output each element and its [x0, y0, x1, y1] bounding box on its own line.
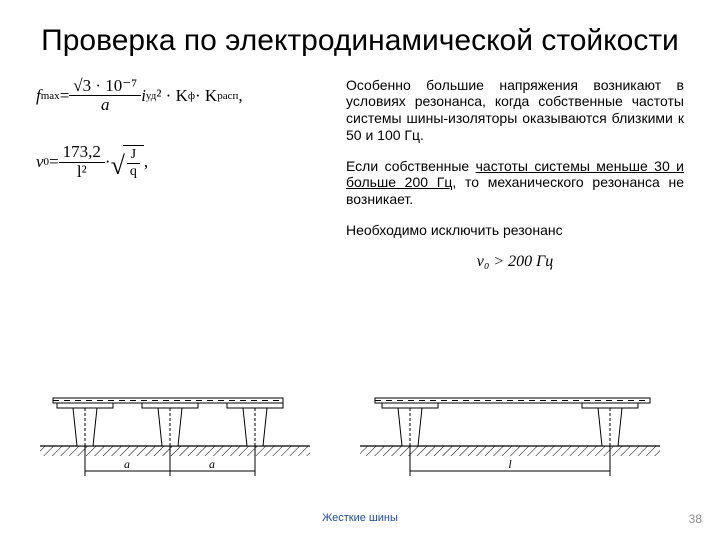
svg-text:a: a: [209, 457, 215, 471]
insulator-group-right: [375, 398, 650, 446]
busbar-diagram: a a l: [30, 376, 670, 506]
diagram-caption: Жесткие шины: [0, 512, 720, 524]
slide-title: Проверка по электродинамической стойкост…: [36, 24, 684, 59]
paragraph-2: Если собственные частоты системы меньше …: [346, 158, 684, 208]
insulator-group-left: [53, 398, 283, 446]
svg-text:l: l: [508, 457, 512, 471]
formula-nu0: ν0 = 173,2 l² · √ J q ,: [36, 143, 326, 181]
svg-text:a: a: [124, 457, 130, 471]
paragraph-1: Особенно большие напряжения возникают в …: [346, 77, 684, 144]
page-number: 38: [689, 512, 702, 526]
formula-fmax: fmax = √3 · 10⁻⁷ a iуд ² · Kф · Kрасп ,: [36, 77, 326, 115]
condition-formula: ν₀ > 200 Гц: [346, 253, 684, 271]
text-column: Особенно большие напряжения возникают в …: [346, 77, 684, 271]
paragraph-3: Необходимо исключить резонанс: [346, 222, 684, 239]
formulas-column: fmax = √3 · 10⁻⁷ a iуд ² · Kф · Kрасп , …: [36, 77, 326, 271]
